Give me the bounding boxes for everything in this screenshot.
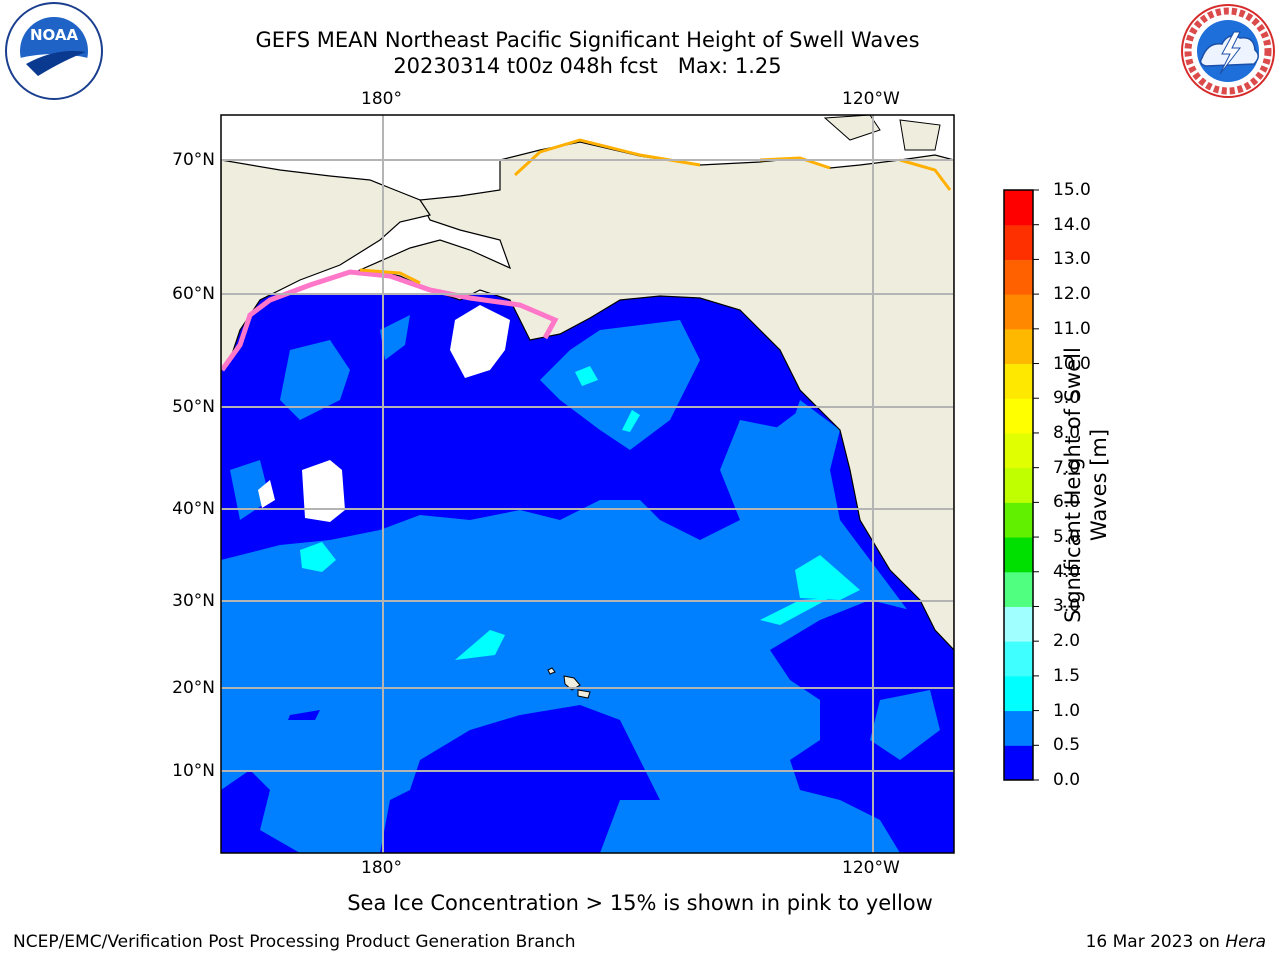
colorbar-tick-label: 9.0 <box>1053 388 1081 409</box>
lat-label-40n: 40°N <box>172 499 215 519</box>
swell-0.0-0.5-north-region <box>221 295 954 660</box>
colorbar-tick-label: 13.0 <box>1053 249 1091 270</box>
colorbar-band <box>1004 467 1033 503</box>
colorbar-band <box>1004 224 1033 260</box>
swell-1.0-1.5-patch <box>622 410 640 432</box>
footer-date: 16 Mar 2023 on Hera <box>1086 932 1266 952</box>
colorbar-tick-label: 0.0 <box>1053 770 1081 790</box>
lat-label-20n: 20°N <box>172 678 215 698</box>
swell-0.5-1.0-patch <box>870 690 940 760</box>
lon-label-top-120w: 120°W <box>842 89 900 109</box>
colorbar-band <box>1004 675 1033 712</box>
colorbar-tick-label: 7.0 <box>1053 457 1081 478</box>
lat-label-30n: 30°N <box>172 591 215 611</box>
map-subtitle: 20230314 t00z 048h fcst Max: 1.25 <box>393 54 782 78</box>
colorbar-frame <box>1003 189 1034 781</box>
sea-ice-caption: Sea Ice Concentration > 15% is shown in … <box>347 891 933 915</box>
nws-logo <box>1181 4 1275 98</box>
colorbar-tick-label: 1.5 <box>1053 665 1081 686</box>
swell-1.0-1.5-patch <box>455 630 505 660</box>
lon-label-top-180: 180° <box>361 89 402 109</box>
colorbar-tick-label: 8.0 <box>1053 422 1081 443</box>
swell-1.0-1.5-patch <box>795 555 860 600</box>
swell-0.5-1.0-patch <box>380 315 410 360</box>
colorbar-tick-label: 10.0 <box>1053 353 1091 374</box>
swell-1.0-1.5-patch <box>300 542 336 572</box>
swell-0.5-1.0-patch <box>540 320 700 450</box>
missing-data-region <box>450 305 510 378</box>
missing-data-region <box>302 460 345 522</box>
footer-credit: NCEP/EMC/Verification Post Processing Pr… <box>13 932 576 952</box>
svg-text:NOAA: NOAA <box>30 26 79 44</box>
colorbar-band <box>1004 259 1033 295</box>
colorbar-band <box>1004 745 1033 781</box>
colorbar-tick-label: 0.5 <box>1053 735 1081 756</box>
footer-date-text: 16 Mar 2023 on <box>1085 932 1226 952</box>
lon-label-bottom-180: 180° <box>361 858 402 878</box>
colorbar-band <box>1004 190 1033 226</box>
colorbar-tick-label: 2.0 <box>1053 631 1081 652</box>
footer-machine: Hera <box>1225 932 1266 952</box>
colorbar-tick-label: 3.0 <box>1053 596 1081 617</box>
colorbar <box>1003 189 1039 781</box>
land-alaska-canada <box>357 141 954 651</box>
colorbar-band <box>1004 641 1033 677</box>
noaa-logo: NOAA <box>5 2 103 100</box>
missing-data-region <box>258 480 275 508</box>
swell-0.0-0.5-southeast-region <box>770 600 954 853</box>
map-title: GEFS MEAN Northeast Pacific Significant … <box>255 28 920 52</box>
colorbar-band <box>1004 606 1033 642</box>
lat-label-50n: 50°N <box>172 397 215 417</box>
map-plot-area <box>221 115 954 853</box>
swell-0.0-0.5-southwest-region <box>221 770 300 853</box>
colorbar-title: Significant Height of Swell Waves [m] <box>1061 347 1111 623</box>
swell-0.0-0.5-south-region <box>380 705 660 853</box>
colorbar-band <box>1004 571 1033 607</box>
swell-0.5-1.0-patch <box>280 340 350 420</box>
colorbar-band <box>1004 710 1033 746</box>
swell-0.5-1.0-patch <box>230 460 270 520</box>
land-siberia <box>221 159 431 371</box>
lat-label-60n: 60°N <box>172 284 215 304</box>
swell-0.5-1.0-patch <box>760 410 820 490</box>
colorbar-tick-label: 14.0 <box>1053 214 1091 235</box>
lat-label-10n: 10°N <box>172 761 215 781</box>
sea-ice-edge <box>221 269 559 372</box>
colorbar-band <box>1004 537 1033 573</box>
colorbar-band <box>1004 432 1033 469</box>
map-gridlines <box>221 115 954 853</box>
lon-label-bottom-120w: 120°W <box>842 858 900 878</box>
colorbar-tick-label: 15.0 <box>1053 180 1091 200</box>
lat-label-70n: 70°N <box>172 150 215 170</box>
colorbar-band <box>1004 294 1033 330</box>
colorbar-tick-label: 6.0 <box>1053 492 1081 513</box>
map-frame <box>220 114 955 854</box>
colorbar-band <box>1004 328 1033 365</box>
colorbar-tick-label: 12.0 <box>1053 284 1091 305</box>
land-arctic-islands <box>823 115 881 141</box>
colorbar-tick-label: 1.0 <box>1053 700 1081 721</box>
colorbar-band <box>1004 363 1033 399</box>
colorbar-band <box>1004 502 1033 538</box>
colorbar-tick-label: 4.0 <box>1053 561 1081 582</box>
swell-1.0-1.5-patch <box>760 598 830 625</box>
colorbar-band <box>1004 398 1033 434</box>
swell-1.0-1.5-patch <box>575 366 598 386</box>
colorbar-tick-label: 5.0 <box>1053 527 1081 548</box>
land-hawaii <box>547 667 556 675</box>
colorbar-tick-label: 11.0 <box>1053 318 1091 339</box>
